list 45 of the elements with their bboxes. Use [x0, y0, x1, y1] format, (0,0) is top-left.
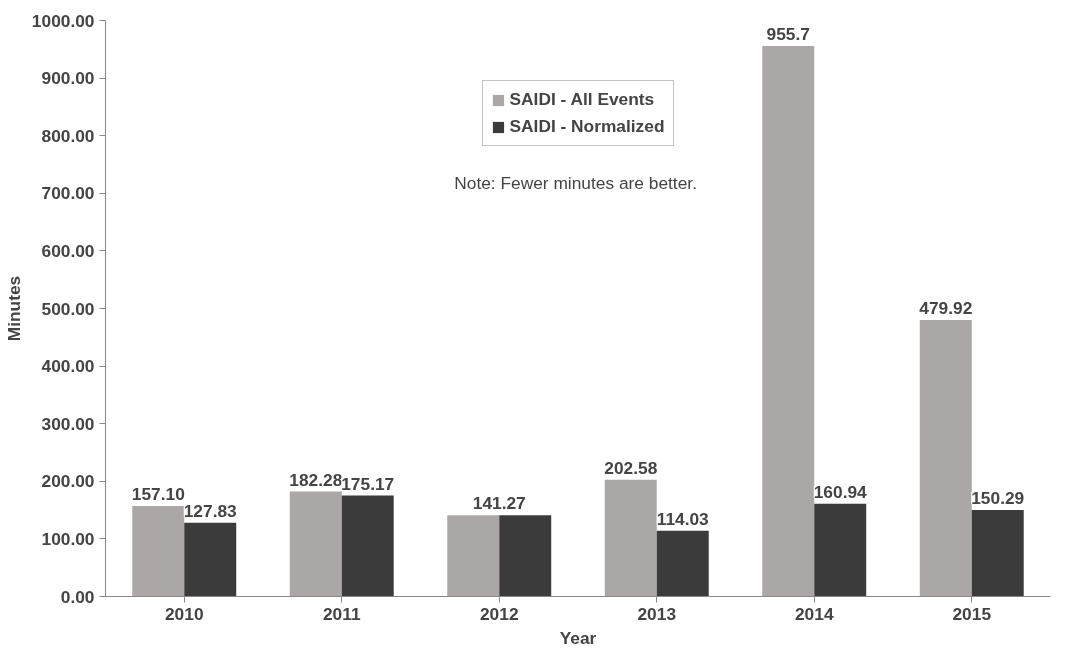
x-tick-label: 2013 — [637, 603, 677, 624]
x-tick-label: 2011 — [322, 603, 361, 624]
data-label: 150.29 — [971, 487, 1025, 508]
data-label: 127.83 — [183, 500, 238, 521]
y-tick-label: 700.00 — [41, 183, 95, 204]
y-tick-label: 1000.00 — [31, 10, 95, 31]
y-tick-label: 300.00 — [41, 413, 95, 434]
bar — [447, 515, 500, 597]
legend-label: SAIDI - All Events — [509, 89, 655, 110]
data-label: 182.28 — [289, 469, 343, 490]
x-tick-label: 2010 — [164, 603, 204, 624]
data-label: 160.94 — [813, 481, 868, 502]
x-axis-title: Year — [559, 627, 597, 648]
bar — [919, 320, 972, 597]
y-tick-label: 500.00 — [41, 298, 95, 319]
bar — [814, 503, 867, 597]
data-label: 175.17 — [341, 473, 395, 494]
y-axis-title: Minutes — [3, 275, 24, 342]
data-label: 479.92 — [919, 298, 973, 319]
x-tick-label: 2014 — [794, 603, 834, 624]
legend-label: SAIDI - Normalized — [509, 116, 665, 137]
bar — [341, 495, 394, 597]
y-tick-label: 200.00 — [41, 471, 95, 492]
y-tick-label: 0.00 — [60, 586, 95, 607]
bar — [132, 506, 185, 597]
bar — [499, 515, 552, 597]
bar — [971, 509, 1024, 597]
x-tick-label: 2015 — [952, 603, 992, 624]
bar — [604, 479, 657, 597]
data-label: 955.7 — [766, 24, 810, 45]
data-label: 157.10 — [131, 484, 185, 505]
y-tick-label: 100.00 — [41, 528, 95, 549]
bar — [184, 522, 237, 597]
x-tick-label: 2012 — [479, 603, 519, 624]
data-label: 141.27 — [472, 493, 526, 514]
annotation: Note: Fewer minutes are better. — [454, 173, 697, 194]
y-tick-label: 800.00 — [41, 125, 95, 146]
bar — [289, 491, 342, 597]
y-tick-label: 400.00 — [41, 356, 95, 377]
bar — [656, 530, 709, 597]
data-label: 202.58 — [604, 457, 658, 478]
y-tick-label: 900.00 — [41, 68, 95, 89]
y-tick-label: 600.00 — [41, 240, 95, 261]
data-label: 114.03 — [656, 508, 710, 529]
bar — [762, 46, 815, 597]
